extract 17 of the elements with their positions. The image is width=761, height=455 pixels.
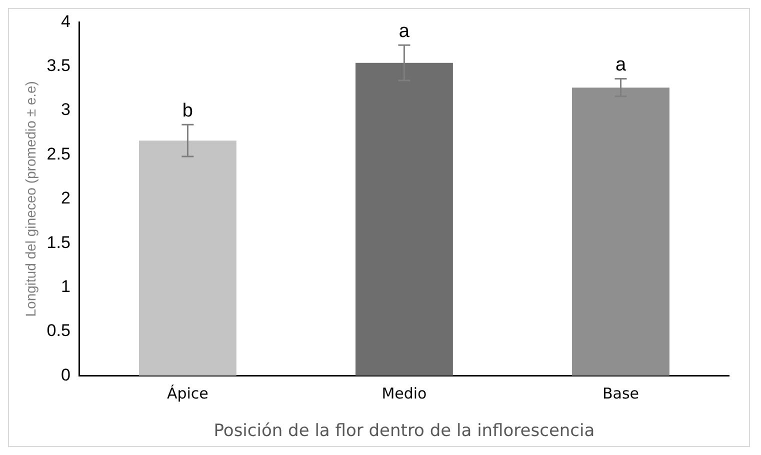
x-axis-title: Posición de la flor dentro de la inflorescencia <box>214 421 595 442</box>
annotation: a <box>615 54 626 76</box>
x-tick-label: Medio <box>382 384 427 402</box>
y-tick-label: 2 <box>60 188 70 208</box>
y-tick-label: 0 <box>60 365 70 384</box>
y-tick-label: 3 <box>60 100 70 120</box>
annotation: b <box>182 100 193 122</box>
y-tick-label: 2.5 <box>46 144 70 164</box>
y-tick-label: 4 <box>60 12 70 31</box>
x-tick-label: Base <box>602 384 640 402</box>
y-tick-label: 0.5 <box>46 321 70 340</box>
annotation: a <box>398 20 410 42</box>
y-tick-label: 1.5 <box>46 232 70 252</box>
x-tick-label: Ápice <box>166 384 208 402</box>
y-tick-label: 1 <box>60 276 70 296</box>
y-tick-label: 3.5 <box>46 56 70 76</box>
y-axis-title: Longitud del gineceo (promedio ± e.e) <box>22 81 38 317</box>
